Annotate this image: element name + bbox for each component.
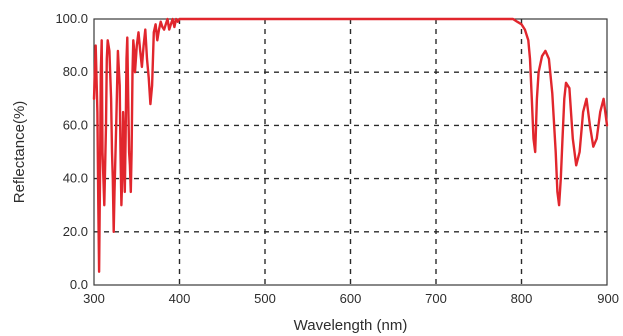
y-tick-label-3: 60.0 [63,117,88,132]
grid-lines [94,19,607,285]
y-tick-label-1: 20.0 [63,224,88,239]
y-tick-labels: 0.0 20.0 40.0 60.0 80.0 100.0 [55,11,88,292]
x-tick-label-2: 500 [254,291,276,306]
y-tick-label-4: 80.0 [63,64,88,79]
x-tick-label-0: 300 [83,291,105,306]
series-layer [92,17,609,273]
y-tick-label-5: 100.0 [55,11,88,26]
x-tick-label-3: 600 [340,291,362,306]
x-axis-title: Wavelength (nm) [294,317,408,334]
x-tick-label-5: 800 [511,291,533,306]
x-tick-label-1: 400 [169,291,191,306]
y-tick-label-0: 0.0 [70,277,88,292]
y-axis-title: Reflectance(%) [11,101,28,204]
x-tick-labels: 300 400 500 600 700 800 900 [83,291,619,306]
x-tick-label-6: 900 [597,291,619,306]
y-tick-label-2: 40.0 [63,171,88,186]
reflectance-line-0 [92,17,609,273]
x-tick-label-4: 700 [425,291,447,306]
